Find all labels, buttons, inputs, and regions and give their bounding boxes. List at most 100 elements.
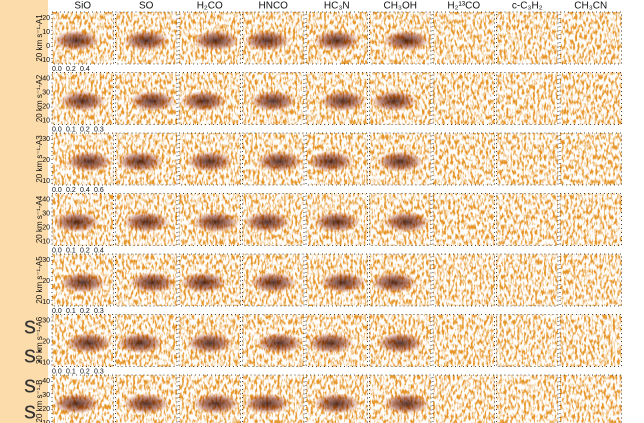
emission bbox=[256, 151, 303, 173]
emission bbox=[249, 272, 297, 293]
side-text: s bbox=[24, 371, 36, 398]
y-tick-label: 10 bbox=[42, 178, 50, 185]
row-label: 20 km s⁻¹-A2 bbox=[35, 74, 44, 122]
emission bbox=[243, 393, 291, 414]
emission bbox=[53, 393, 100, 414]
row-label: 20 km s⁻¹-A1 bbox=[35, 14, 44, 62]
emission bbox=[122, 211, 170, 233]
panel-frame bbox=[305, 72, 368, 125]
panel-frame bbox=[51, 253, 114, 307]
x-tick-label: 0.1 bbox=[66, 308, 76, 315]
panel-noise bbox=[496, 193, 558, 246]
panel-frame bbox=[242, 11, 305, 65]
x-tick-label: 0.1 bbox=[66, 126, 76, 133]
x-tick-label: 0.0 bbox=[52, 308, 62, 315]
emission bbox=[383, 211, 430, 233]
y-tick-label: 20 bbox=[42, 157, 50, 164]
panel-frame bbox=[178, 253, 241, 307]
column-header: CH₃OH bbox=[383, 1, 417, 12]
emission bbox=[180, 272, 227, 293]
row-label: 20 km s⁻¹-B bbox=[35, 380, 44, 423]
panel-frame bbox=[432, 132, 495, 186]
x-tick-label: 0.1 bbox=[66, 247, 76, 254]
emission bbox=[243, 211, 291, 233]
panel-noise bbox=[496, 375, 558, 423]
emission bbox=[249, 90, 297, 112]
panel-frame bbox=[369, 314, 432, 367]
panel-frame bbox=[559, 132, 622, 186]
panel-frame bbox=[432, 314, 495, 367]
emission bbox=[53, 211, 100, 233]
panel-noise bbox=[433, 314, 495, 367]
panel-frame bbox=[496, 132, 559, 186]
y-tick-label: 30 bbox=[42, 136, 50, 143]
panel-frame bbox=[496, 72, 559, 125]
emission bbox=[53, 30, 100, 51]
panel-frame bbox=[559, 253, 622, 307]
panel-frame bbox=[115, 314, 178, 367]
x-tick-label: 0.2 bbox=[66, 187, 76, 194]
x-tick-label: 0.0 bbox=[52, 187, 62, 194]
x-tick-label: 0.3 bbox=[94, 126, 104, 133]
row-label: 20 km s⁻¹-A3 bbox=[35, 135, 44, 183]
panel-frame bbox=[305, 11, 368, 65]
panel-frame bbox=[559, 193, 622, 246]
panel-frame bbox=[305, 193, 368, 246]
panel-frame bbox=[559, 11, 622, 65]
y-tick-label: 10 bbox=[42, 29, 50, 36]
panel-noise bbox=[560, 254, 622, 306]
panel-frame bbox=[51, 193, 114, 246]
x-tick-label: 0.1 bbox=[66, 368, 76, 375]
panel-noise bbox=[560, 133, 622, 185]
x-tick-label: 0.2 bbox=[80, 368, 90, 375]
emission bbox=[180, 90, 227, 112]
panel-frame bbox=[496, 11, 559, 65]
emission bbox=[370, 90, 418, 112]
panel-frame bbox=[496, 253, 559, 307]
panel-frame bbox=[369, 374, 432, 423]
emission bbox=[186, 151, 234, 173]
y-tick-label: 10 bbox=[42, 117, 50, 124]
x-tick-label: 0.2 bbox=[66, 66, 76, 73]
panel-frame bbox=[242, 314, 305, 367]
x-tick-label: 0.0 bbox=[52, 247, 62, 254]
x-tick-label: 0.6 bbox=[94, 187, 104, 194]
emission bbox=[186, 332, 234, 354]
x-tick-label: 0.4 bbox=[94, 247, 104, 254]
x-tick-label: 0.4 bbox=[80, 66, 90, 73]
panel-frame bbox=[115, 374, 178, 423]
emission bbox=[116, 151, 164, 173]
emission bbox=[319, 90, 367, 112]
panel-frame bbox=[432, 253, 495, 307]
panel-noise bbox=[496, 72, 558, 125]
panel-frame bbox=[51, 72, 114, 125]
emission bbox=[192, 393, 240, 414]
panel-frame bbox=[51, 374, 114, 423]
x-tick-label: 0.2 bbox=[80, 308, 90, 315]
panel-noise bbox=[560, 375, 622, 423]
row-label: 20 km s⁻¹-A4 bbox=[35, 195, 44, 243]
y-tick-label: 30 bbox=[42, 317, 50, 324]
column-header: HNCO bbox=[259, 1, 289, 12]
panel-frame bbox=[432, 193, 495, 246]
y-tick-label: 20 bbox=[42, 15, 50, 22]
column-header: CH₃CN bbox=[574, 1, 607, 12]
panel-frame bbox=[178, 11, 241, 65]
panel-frame bbox=[496, 193, 559, 246]
panel-frame bbox=[369, 132, 432, 186]
x-tick-label: 0.3 bbox=[94, 308, 104, 315]
x-tick-label: 0.0 bbox=[52, 66, 62, 73]
panel-frame bbox=[369, 193, 432, 246]
panel-frame bbox=[115, 193, 178, 246]
panel-frame bbox=[305, 374, 368, 423]
emission bbox=[59, 272, 107, 293]
y-tick-label: 30 bbox=[42, 89, 50, 96]
panel-noise bbox=[433, 133, 495, 185]
panel-frame bbox=[369, 11, 432, 65]
panel-noise bbox=[560, 314, 622, 367]
row-label: 20 km s⁻¹-A5 bbox=[35, 256, 44, 304]
emission bbox=[116, 332, 164, 354]
emission bbox=[313, 30, 361, 51]
